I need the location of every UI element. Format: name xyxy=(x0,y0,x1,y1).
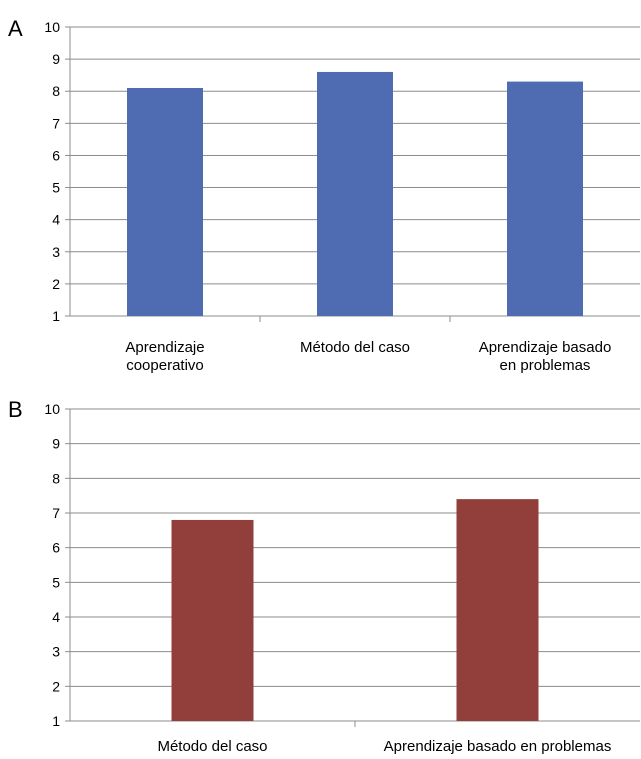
y-tick-label: 1 xyxy=(52,713,60,729)
chart-panel-a: A 1 2 3 4 5 6 7 8 9 10 Aprendizaje cooperativo Método… xyxy=(8,16,640,374)
y-tick-label: 10 xyxy=(44,19,60,35)
y-tick-label: 2 xyxy=(52,678,60,694)
bar xyxy=(317,71,393,316)
y-tick-label: 2 xyxy=(52,276,60,292)
panel-letter: A xyxy=(8,16,23,41)
y-tick-label: 9 xyxy=(52,436,60,452)
y-tick-label: 7 xyxy=(52,115,60,131)
panel-letter: B xyxy=(8,397,23,422)
y-tick-label: 3 xyxy=(52,244,60,260)
x-category-label: Aprendizaje basado en problemas xyxy=(384,738,612,755)
y-tick-label: 5 xyxy=(52,574,60,590)
y-tick-label: 6 xyxy=(52,540,60,556)
y-tick-label: 8 xyxy=(52,83,60,99)
y-tick-label: 10 xyxy=(44,401,60,417)
x-category-label: Aprendizaje cooperativo xyxy=(125,339,204,374)
y-tick-label: 7 xyxy=(52,505,60,521)
x-category-label: Método del caso xyxy=(300,339,410,356)
bar xyxy=(456,499,539,721)
y-tick-label: 3 xyxy=(52,644,60,660)
y-tick-label: 4 xyxy=(52,212,60,228)
y-tick-label: 6 xyxy=(52,147,60,163)
bar xyxy=(507,81,583,316)
chart-panel-b: B 1 2 3 4 5 6 7 8 9 10 Método del caso Aprendizaje b… xyxy=(8,397,640,755)
y-tick-label: 1 xyxy=(52,308,60,324)
bar xyxy=(171,519,254,721)
y-tick-label: 4 xyxy=(52,609,60,625)
y-tick-label: 9 xyxy=(52,51,60,67)
y-tick-label: 5 xyxy=(52,180,60,196)
x-category-label: Aprendizaje basado en problemas xyxy=(479,339,612,374)
x-category-label: Método del caso xyxy=(157,738,267,755)
bar xyxy=(127,88,203,316)
y-tick-label: 8 xyxy=(52,470,60,486)
